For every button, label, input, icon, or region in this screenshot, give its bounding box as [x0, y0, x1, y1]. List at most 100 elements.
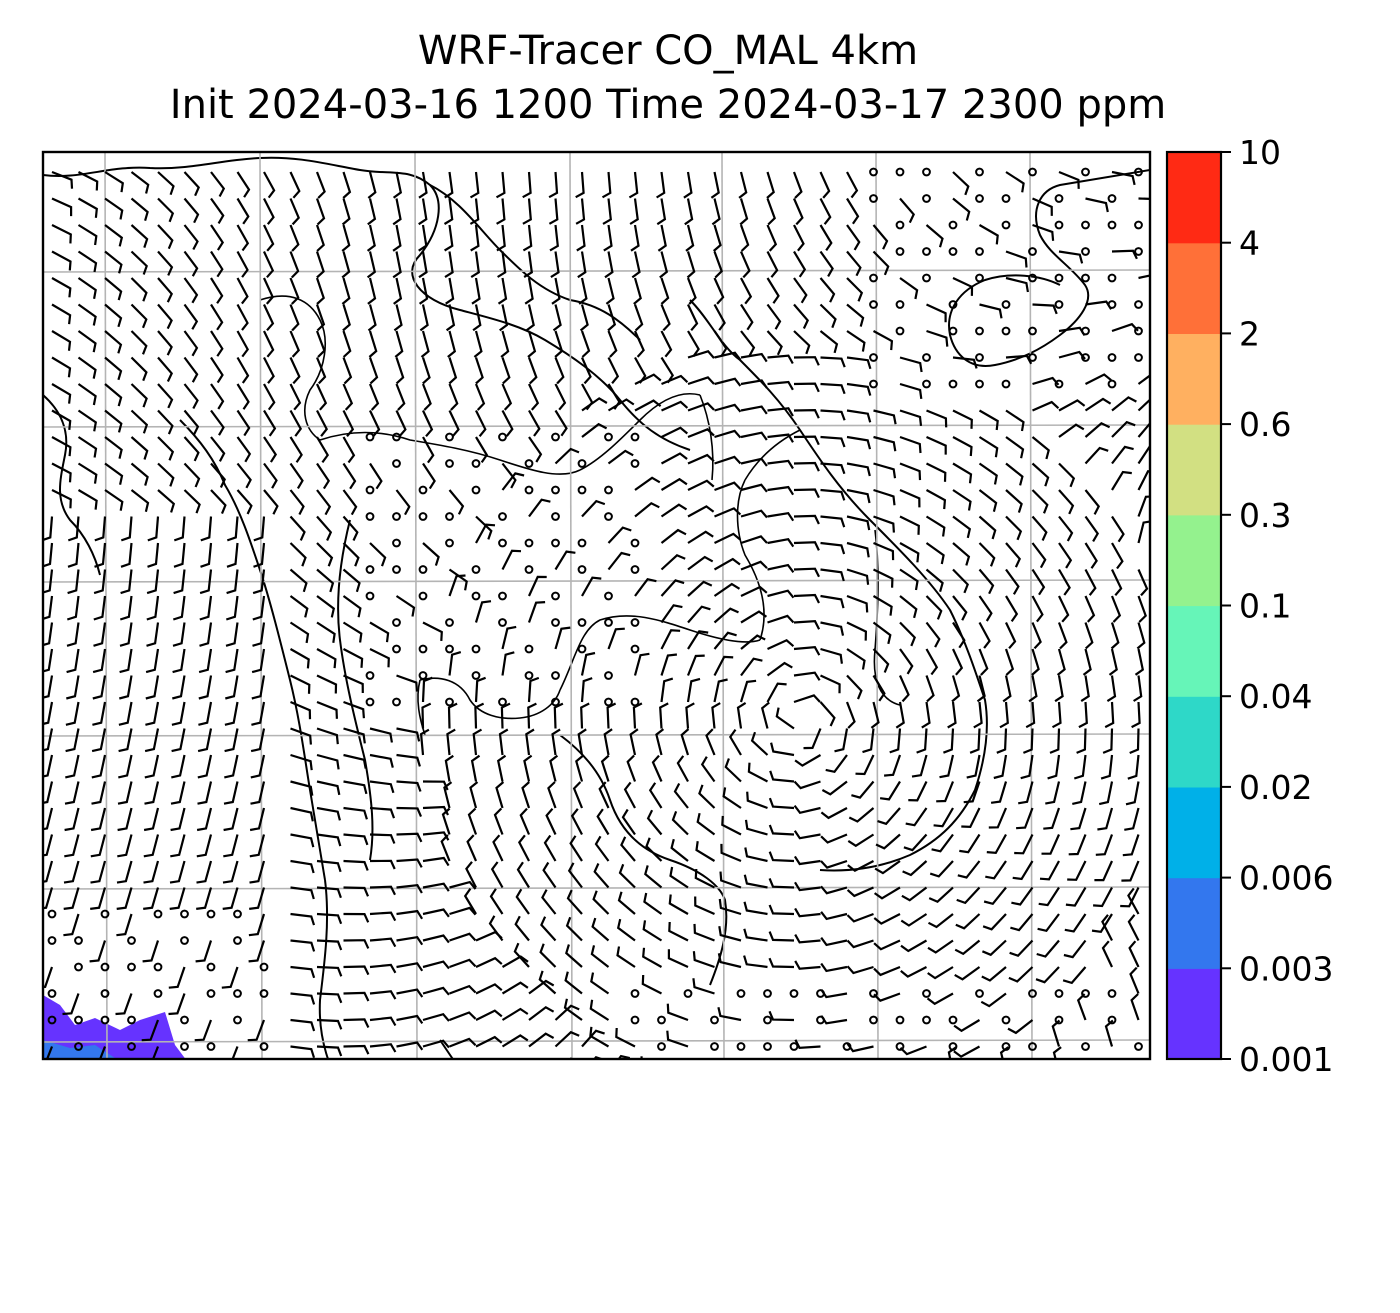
wind-barb-633 [120, 569, 133, 595]
wind-barb-1084 [931, 833, 954, 853]
meridian-line-6 [1029, 152, 1033, 1059]
wind-barb-616 [793, 541, 820, 551]
wind-barb-638 [252, 569, 266, 595]
wind-barb-1110 [517, 834, 530, 862]
colorbar-tick-label-5: 0.1 [1239, 587, 1291, 626]
wind-barb-574 [793, 514, 820, 525]
wind-barb-427 [236, 436, 252, 463]
wind-barb-179 [341, 277, 351, 305]
wind-barb-135 [289, 251, 300, 279]
wind-barb-159 [922, 247, 931, 256]
wind-barb-1137 [116, 887, 133, 910]
wind-barb-894 [369, 727, 393, 743]
wind-barb-1533 [609, 1109, 631, 1126]
wind-barb-961 [1020, 754, 1034, 780]
wind-barb-631 [67, 569, 80, 595]
wind-barb-1105 [396, 858, 423, 868]
wind-barb-1112 [569, 835, 583, 862]
wind-barb-1351 [233, 1015, 242, 1025]
wind-barb-321 [767, 354, 794, 365]
wind-barb-931 [224, 754, 239, 779]
wind-barb-618 [846, 541, 870, 558]
wind-barb-104 [576, 224, 586, 252]
wind-barb-1262 [100, 962, 110, 972]
wind-barb-1058 [249, 834, 266, 858]
wind-barb-664 [952, 568, 969, 594]
wind-barb-1394 [259, 1042, 269, 1051]
wind-barb-487 [714, 455, 742, 465]
wind-barb-1497 [764, 1096, 771, 1103]
wind-barb-1435 [221, 1073, 238, 1093]
wind-barb-64 [629, 198, 639, 225]
wind-barb-507 [130, 489, 150, 512]
wind-barb-1579 [715, 1132, 731, 1152]
wind-barb-816 [524, 671, 534, 680]
parallel-line-0 [43, 269, 1150, 273]
wind-barb-206 [1054, 273, 1064, 283]
wind-barb-947 [655, 728, 665, 756]
wind-barb-97 [392, 224, 402, 252]
wind-barb-1069 [545, 807, 557, 835]
wind-barb-1476 [194, 1100, 211, 1120]
wind-barb-1463 [976, 1070, 983, 1077]
wind-barb-411 [926, 409, 948, 428]
wind-barb-94 [315, 224, 325, 252]
wind-barb-71 [819, 197, 832, 225]
wind-barb-1208 [873, 913, 901, 925]
wind-barb-1004 [1045, 781, 1061, 805]
wind-barb-1370 [717, 1006, 742, 1022]
wind-barb-1025 [495, 781, 505, 809]
wind-barb-120 [1001, 220, 1011, 230]
wind-barb-515 [342, 489, 358, 516]
wind-barb-1229 [343, 939, 370, 949]
wind-barb-221 [342, 304, 351, 332]
wind-barb-1672 [950, 1202, 957, 1209]
wind-barb-857 [498, 697, 507, 707]
wind-barb-843 [118, 701, 133, 726]
wind-barb-272 [580, 330, 591, 358]
wind-barb-1562 [261, 1149, 268, 1156]
wind-barb-1612 [476, 1170, 502, 1179]
wind-barb-1355 [343, 1018, 370, 1028]
wind-barb-572 [740, 509, 768, 519]
tracer-field-0003 [43, 1040, 117, 1059]
wind-barb-1295 [954, 966, 981, 981]
wind-barb-679 [225, 595, 239, 621]
wind-barb-983 [496, 754, 507, 782]
wind-barb-944 [577, 728, 587, 756]
wind-barb-510 [210, 489, 227, 515]
wind-barb-1306 [153, 989, 163, 998]
wind-barb-1465 [1029, 1070, 1036, 1077]
wind-barb-453 [926, 435, 947, 455]
wind-barb-1242 [668, 921, 689, 942]
wind-barb-220 [315, 304, 326, 332]
wind-barb-355 [554, 383, 567, 411]
wind-barb-921 [1076, 728, 1087, 754]
wind-barb-1508 [1056, 1096, 1063, 1103]
wind-barb-596 [253, 542, 266, 568]
wind-barb-29 [819, 171, 831, 199]
wind-barb-678 [199, 595, 213, 621]
wind-barb-1504 [950, 1096, 957, 1103]
wind-barb-605 [498, 538, 507, 548]
wind-barb-807 [290, 674, 311, 694]
wind-barb-1080 [820, 833, 848, 844]
wind-barb-521 [501, 472, 525, 491]
wind-barb-334 [1107, 353, 1117, 362]
wind-barb-332 [1058, 350, 1086, 360]
wind-barb-529 [714, 481, 742, 492]
wind-barb-1245 [743, 928, 768, 942]
wind-barb-795 [1082, 648, 1092, 676]
wind-barb-788 [899, 648, 914, 675]
wind-barb-1614 [529, 1167, 554, 1179]
wind-barb-827 [820, 674, 841, 694]
wind-barb-1233 [449, 932, 477, 942]
wind-barb-1387 [74, 1042, 83, 1051]
wind-barb-1008 [43, 807, 54, 831]
wind-barb-717 [119, 622, 133, 647]
wind-barb-1335 [922, 989, 931, 998]
wind-barb-391 [395, 410, 407, 438]
wind-barb-946 [629, 728, 639, 756]
wind-barb-716 [93, 622, 107, 647]
wind-barb-524 [577, 485, 587, 495]
